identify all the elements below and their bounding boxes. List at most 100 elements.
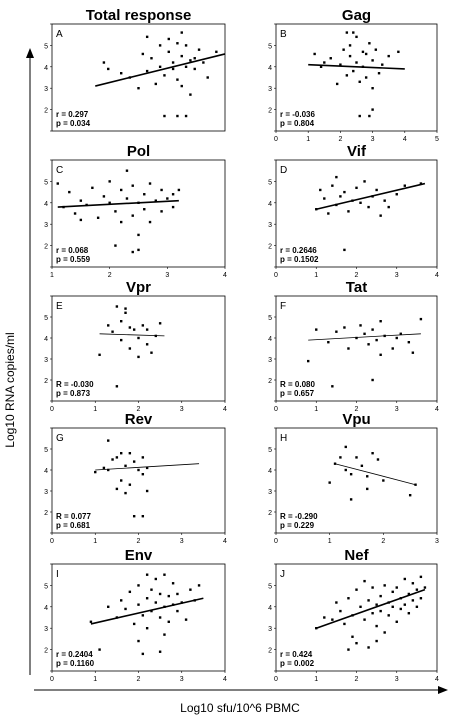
data-point bbox=[335, 175, 338, 179]
regression-line bbox=[308, 63, 405, 70]
data-point bbox=[391, 347, 394, 350]
y-tick-label: 3 bbox=[268, 86, 272, 93]
y-tick-label: 3 bbox=[44, 357, 48, 364]
data-point bbox=[411, 351, 415, 354]
data-point bbox=[375, 639, 378, 643]
data-point bbox=[415, 588, 419, 591]
data-point bbox=[154, 577, 157, 581]
data-point bbox=[154, 334, 157, 338]
data-point bbox=[328, 481, 331, 484]
data-point bbox=[339, 63, 342, 66]
x-tick-label: 2 bbox=[338, 136, 342, 143]
data-point bbox=[141, 52, 145, 56]
data-point bbox=[150, 57, 153, 60]
data-point bbox=[141, 473, 145, 476]
data-point bbox=[148, 220, 152, 224]
data-point bbox=[189, 59, 192, 62]
data-point bbox=[411, 599, 415, 602]
data-point bbox=[150, 351, 153, 354]
data-point bbox=[158, 592, 162, 596]
stat-r: r = -0.036 bbox=[280, 110, 315, 119]
data-point bbox=[171, 205, 175, 209]
data-point bbox=[114, 244, 117, 247]
data-point bbox=[145, 597, 149, 600]
panel-frame bbox=[275, 23, 438, 132]
data-point bbox=[323, 61, 326, 64]
data-point bbox=[163, 114, 166, 118]
data-point bbox=[98, 648, 101, 651]
data-point bbox=[313, 52, 316, 56]
data-point bbox=[374, 48, 378, 51]
data-point bbox=[131, 250, 134, 254]
x-tick-label: 4 bbox=[223, 676, 227, 683]
data-point bbox=[348, 54, 352, 58]
data-point bbox=[128, 590, 132, 594]
x-tick-label: 4 bbox=[223, 406, 227, 413]
data-point bbox=[363, 332, 366, 335]
data-point bbox=[171, 61, 175, 64]
panel-letter: E bbox=[56, 301, 63, 312]
data-point bbox=[124, 307, 127, 310]
data-point bbox=[131, 214, 134, 217]
data-point bbox=[154, 601, 157, 604]
data-point bbox=[367, 205, 370, 209]
data-point bbox=[132, 622, 136, 626]
y-tick-label: 2 bbox=[44, 108, 48, 115]
panel-title: Rev bbox=[125, 411, 153, 428]
panel-title: Env bbox=[125, 547, 153, 564]
regression-line bbox=[316, 182, 426, 210]
x-tick-label: 0 bbox=[50, 676, 54, 683]
data-point bbox=[163, 74, 166, 77]
data-point bbox=[128, 483, 132, 486]
data-point bbox=[349, 473, 353, 476]
data-point bbox=[137, 639, 140, 643]
stat-p: p = 0.1502 bbox=[280, 255, 319, 264]
stat-r: r = 0.2646 bbox=[280, 246, 317, 255]
y-tick-label: 4 bbox=[268, 65, 272, 72]
data-point bbox=[163, 605, 166, 608]
stat-p: p = 0.657 bbox=[280, 389, 315, 398]
y-tick-label: 3 bbox=[44, 86, 48, 93]
panel-title: Vif bbox=[347, 143, 367, 160]
data-point bbox=[94, 470, 97, 474]
stat-r: R = 0.077 bbox=[56, 512, 91, 521]
data-point bbox=[387, 54, 390, 58]
data-point bbox=[379, 609, 382, 613]
data-point bbox=[371, 612, 374, 615]
panel-letter: H bbox=[280, 433, 287, 444]
regression-line bbox=[95, 53, 226, 87]
data-point bbox=[371, 59, 374, 62]
y-tick-label: 5 bbox=[44, 583, 48, 590]
data-point bbox=[335, 330, 338, 333]
data-point bbox=[376, 458, 380, 461]
stat-r: R = -0.290 bbox=[280, 512, 318, 521]
data-point bbox=[407, 341, 411, 344]
data-point bbox=[375, 603, 378, 606]
data-point bbox=[145, 69, 149, 73]
x-tick-label: 4 bbox=[435, 272, 439, 279]
x-tick-label: 0 bbox=[274, 136, 278, 143]
data-point bbox=[171, 582, 175, 585]
data-point bbox=[414, 483, 417, 486]
data-point bbox=[143, 193, 146, 196]
data-point bbox=[62, 205, 65, 209]
data-point bbox=[114, 210, 117, 213]
y-tick-label: 3 bbox=[44, 489, 48, 496]
data-point bbox=[371, 378, 374, 382]
data-point bbox=[158, 65, 162, 68]
data-point bbox=[131, 184, 134, 187]
data-point bbox=[163, 633, 166, 636]
y-tick-label: 5 bbox=[268, 447, 272, 454]
panel-letter: B bbox=[280, 29, 287, 40]
data-point bbox=[137, 355, 140, 359]
data-point bbox=[368, 42, 371, 45]
data-point bbox=[383, 584, 386, 587]
data-point bbox=[333, 462, 337, 465]
y-tick-label: 2 bbox=[44, 378, 48, 385]
data-point bbox=[115, 385, 119, 388]
data-point bbox=[167, 37, 170, 41]
panel-title: Nef bbox=[344, 547, 369, 564]
data-point bbox=[339, 195, 342, 198]
data-point bbox=[73, 212, 77, 215]
